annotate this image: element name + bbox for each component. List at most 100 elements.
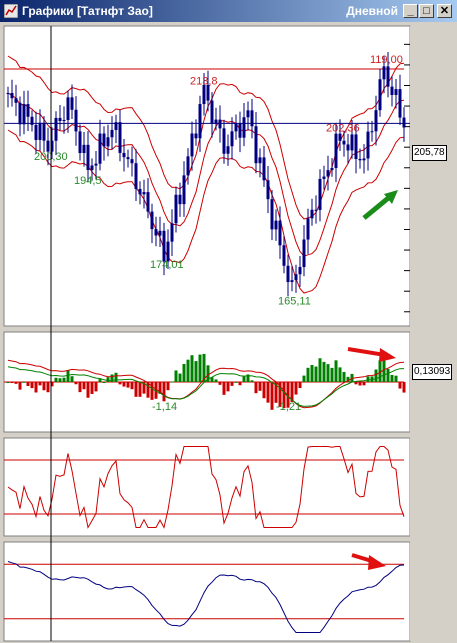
arrow-right-icon [347, 347, 386, 357]
price-body [214, 119, 218, 124]
oscillator-1-panel [3, 437, 411, 537]
macd-histogram-bar [282, 382, 286, 409]
price-body [318, 178, 322, 210]
macd-histogram-bar [10, 382, 14, 384]
price-body [66, 97, 70, 120]
macd-histogram-bar [170, 381, 174, 383]
price-body [46, 140, 50, 152]
price-body [262, 157, 266, 181]
macd-histogram-bar [26, 382, 30, 386]
price-body [354, 134, 358, 159]
price-body [310, 209, 314, 219]
price-body [402, 117, 406, 128]
price-body [42, 122, 46, 141]
macd-histogram-bar [374, 369, 378, 382]
macd-histogram-bar [154, 382, 158, 399]
price-body [10, 92, 14, 99]
macd-histogram-bar [242, 376, 246, 382]
price-body [266, 180, 270, 200]
price-body [206, 84, 210, 101]
macd-histogram-bar [258, 382, 262, 391]
upper-band-line [7, 55, 405, 220]
price-body [182, 175, 186, 205]
macd-histogram-bar [62, 377, 66, 382]
macd-histogram-bar [138, 382, 142, 397]
macd-histogram-bar [234, 381, 238, 383]
price-body [158, 230, 162, 236]
macd-histogram-bar [310, 364, 314, 382]
price-body [102, 133, 106, 147]
price-body [190, 133, 194, 157]
macd-histogram-bar [70, 376, 74, 382]
macd-histogram-bar [118, 382, 122, 385]
macd-histogram-bar [382, 358, 386, 382]
macd-histogram-bar [206, 365, 210, 382]
price-label: 174,01 [150, 259, 184, 271]
maximize-button[interactable]: □ [419, 4, 434, 18]
close-button[interactable]: ✕ [437, 4, 452, 18]
price-label: 202,36 [326, 122, 360, 134]
macd-histogram-bar [54, 377, 58, 382]
period-label[interactable]: Дневной [346, 4, 398, 18]
price-body [38, 122, 42, 140]
macd-histogram-bar [342, 371, 346, 382]
arrow-up-icon [362, 193, 394, 220]
macd-histogram-bar [178, 373, 182, 382]
price-body [242, 117, 246, 138]
price-label: 165,11 [278, 296, 311, 308]
macd-histogram-bar [14, 382, 18, 384]
price-body [186, 156, 190, 176]
macd-histogram-bar [162, 382, 166, 402]
price-body [334, 133, 338, 168]
price-label: 194,5 [74, 175, 102, 187]
macd-histogram-bar [74, 382, 78, 385]
oscillator-1-line [7, 446, 405, 529]
macd-histogram-bar [86, 382, 90, 398]
macd-histogram-bar [182, 363, 186, 382]
macd-histogram-bar [278, 382, 282, 407]
price-body [322, 176, 326, 179]
price-body [314, 209, 318, 211]
macd-signal-line [7, 359, 405, 409]
macd-histogram-bar [230, 382, 234, 386]
macd-histogram-bar [326, 364, 330, 382]
price-body [154, 229, 158, 236]
macd-histogram-bar [274, 382, 278, 403]
macd-histogram-bar [302, 375, 306, 382]
macd-histogram-bar [254, 382, 258, 394]
minimize-button[interactable]: _ [403, 4, 418, 18]
macd-histogram-bar [146, 382, 150, 398]
price-label: 213,8 [190, 75, 218, 87]
price-body [166, 241, 170, 262]
price-body [6, 92, 10, 94]
price-body [78, 131, 82, 154]
macd-histogram-bar [394, 375, 398, 382]
price-body [330, 167, 334, 171]
price-body [246, 110, 250, 118]
macd-histogram-bar [30, 382, 34, 389]
macd-histogram-bar [22, 381, 26, 383]
macd-histogram-bar [18, 382, 22, 390]
price-body [58, 117, 62, 122]
macd-histogram-bar [174, 370, 178, 382]
price-body [234, 123, 238, 132]
price-body [134, 163, 138, 189]
macd-histogram-bar [398, 382, 402, 389]
price-body [350, 134, 354, 151]
price-body [26, 104, 30, 117]
price-body [174, 194, 178, 224]
price-body [170, 223, 174, 242]
price-body [162, 230, 166, 262]
price-body [86, 144, 90, 170]
price-body [398, 89, 402, 118]
price-body [34, 124, 38, 140]
price-body [138, 188, 142, 195]
price-body [386, 66, 390, 87]
macd-histogram-bar [218, 382, 222, 385]
price-body [346, 144, 350, 151]
price-body [278, 220, 282, 246]
price-body [362, 158, 366, 161]
macd-histogram-bar [98, 379, 102, 382]
macd-histogram-bar [306, 367, 310, 382]
price-body [238, 123, 242, 138]
